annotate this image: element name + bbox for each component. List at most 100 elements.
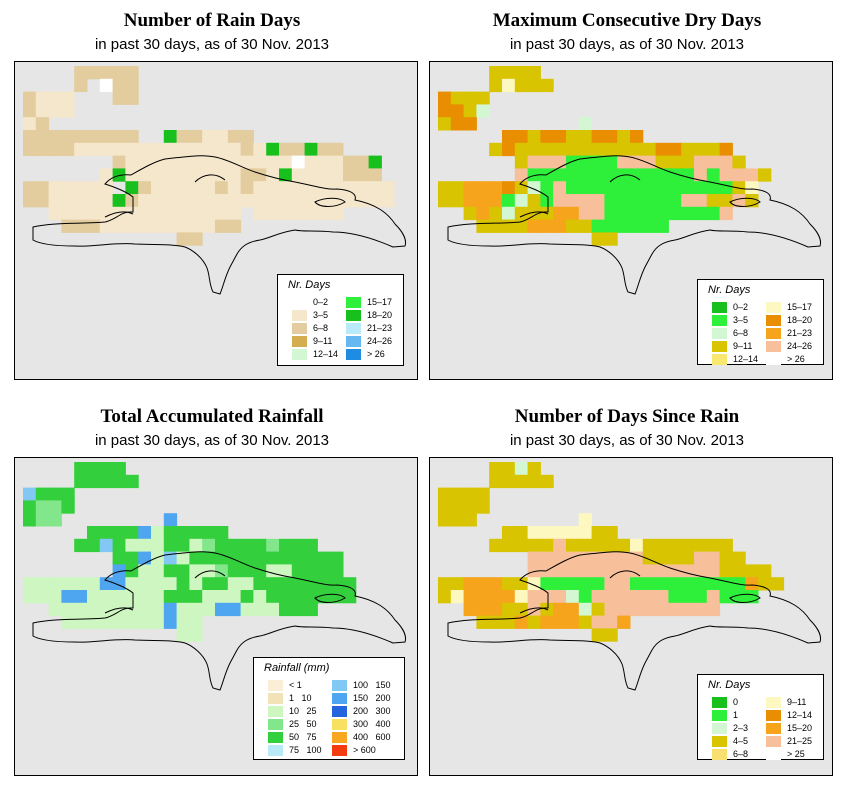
grid-cell (642, 181, 657, 195)
grid-cell (553, 564, 567, 578)
grid-cell (227, 142, 242, 157)
grid-cell (138, 577, 152, 591)
grid-cell (279, 564, 293, 578)
grid-cell (540, 577, 554, 591)
grid-cell (253, 577, 267, 591)
grid-cell (694, 206, 708, 221)
grid-cell (476, 590, 490, 604)
grid-cell (355, 181, 370, 195)
grid-cell (553, 181, 567, 195)
grid-cell (112, 219, 126, 233)
grid-cell (74, 194, 88, 208)
grid-cell (566, 155, 580, 169)
grid-cell (138, 206, 152, 221)
legend-item: 1 10 (268, 693, 312, 704)
legend-swatch (346, 310, 361, 321)
grid-cell (745, 564, 759, 578)
grid-cell (163, 564, 178, 578)
grid-cell (189, 130, 203, 144)
grid-cell (240, 194, 254, 208)
grid-cell (138, 602, 152, 617)
grid-cell (189, 206, 203, 221)
grid-cell (514, 474, 529, 489)
grid-cell (202, 142, 216, 157)
grid-cell (266, 577, 280, 591)
grid-cell (655, 590, 669, 604)
grid-cell (450, 91, 465, 105)
grid-cell (266, 602, 280, 617)
grid-cell (604, 564, 618, 578)
grid-cell (163, 526, 178, 540)
grid-cell (604, 577, 618, 591)
grid-cell (719, 194, 733, 208)
grid-cell (112, 206, 126, 221)
legend-title: Nr. Days (708, 679, 751, 691)
grid-cell (514, 142, 529, 157)
legend-swatch (712, 354, 727, 365)
grid-cell (514, 66, 529, 80)
grid-cell (163, 538, 178, 553)
grid-cell (540, 538, 554, 553)
grid-cell (151, 615, 165, 629)
coastline (447, 155, 821, 295)
grid-cell (566, 168, 580, 182)
map-title: Number of Days Since Rain (514, 406, 740, 427)
grid-cell (591, 577, 605, 591)
legend: Nr. Days 0 1 2–3 4–5 6–8 9–11 12–14 15–20 21–25 >… (697, 674, 824, 760)
grid-cell (176, 232, 190, 246)
grid-cell (591, 232, 605, 246)
grid-cell (694, 194, 708, 208)
grid-cell (527, 538, 541, 553)
legend-swatch (766, 710, 781, 721)
grid-cell (291, 194, 306, 208)
grid-cell (317, 206, 331, 221)
grid-cell (694, 564, 708, 578)
grid-cell (215, 590, 229, 604)
grid-cell (215, 219, 229, 233)
grid-cell (489, 577, 503, 591)
grid-cell (591, 142, 605, 157)
grid-cell (502, 538, 516, 553)
grid-cell (176, 564, 190, 578)
grid-cell (87, 538, 101, 553)
grid-cell (112, 577, 126, 591)
grid-cell (591, 168, 605, 182)
grid-cell (61, 206, 75, 221)
grid-cell (540, 130, 554, 144)
grid-cell (681, 602, 695, 617)
legend-item: 200 300 (332, 706, 391, 717)
grid-cell (540, 78, 554, 93)
grid-cell (227, 206, 242, 221)
grid-cell (304, 155, 318, 169)
grid-cell (540, 219, 554, 233)
grid-cell (489, 219, 503, 233)
grid-cell (438, 577, 452, 591)
legend-item: 12–14 (292, 349, 338, 360)
legend-label: 75 100 (289, 745, 322, 755)
grid-cell (527, 551, 541, 565)
grid-cell (630, 602, 644, 617)
grid-cell (99, 142, 114, 157)
grid-cell (578, 577, 593, 591)
grid-cell (35, 194, 50, 208)
legend-label: 15–17 (367, 297, 393, 307)
legend-label: 100 150 (353, 680, 391, 690)
grid-cell (617, 155, 631, 169)
grid-cell (163, 130, 178, 144)
grid-cell (630, 206, 644, 221)
legend-label: 12–14 (787, 710, 813, 720)
grid-cell (163, 168, 178, 182)
grid-cell (189, 577, 203, 591)
legend-swatch (712, 328, 727, 339)
grid-cell (253, 564, 267, 578)
grid-cell (642, 577, 657, 591)
grid-cell (189, 232, 203, 246)
grid-cell (566, 526, 580, 540)
map-title: Maximum Consecutive Dry Days (492, 10, 762, 31)
grid-cell (706, 155, 721, 169)
grid-cell (514, 206, 529, 221)
grid-cell (176, 142, 190, 157)
map-subtitle: in past 30 days, as of 30 Nov. 2013 (509, 432, 745, 449)
grid-cell (266, 168, 280, 182)
grid-cell (604, 590, 618, 604)
